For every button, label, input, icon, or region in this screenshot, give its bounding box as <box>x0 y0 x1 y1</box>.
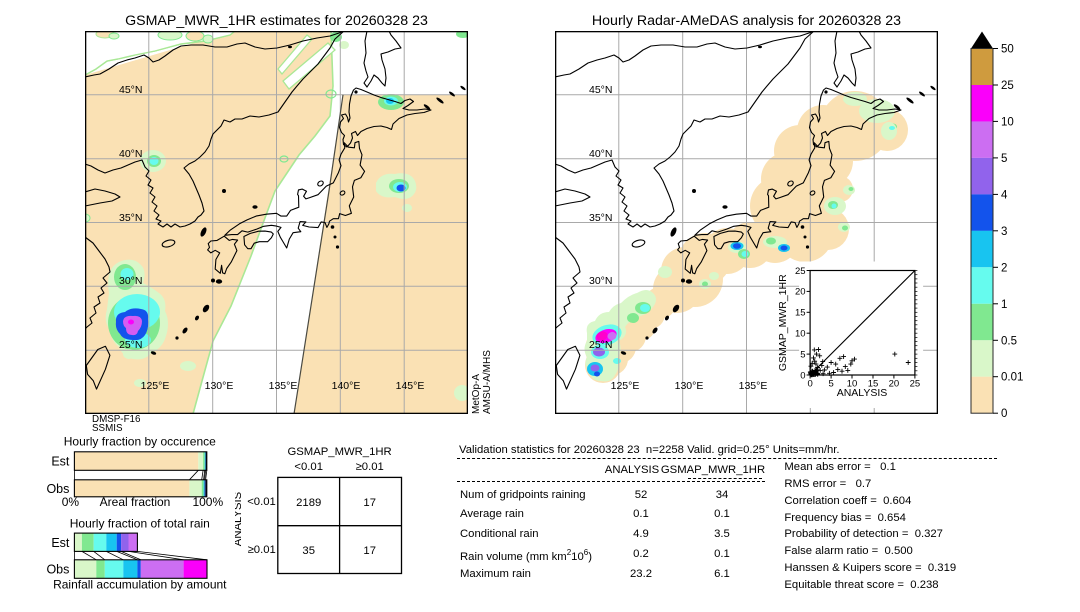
svg-text:<0.01: <0.01 <box>294 461 323 473</box>
svg-text:0%: 0% <box>62 495 80 509</box>
svg-text:135°E: 135°E <box>739 380 768 392</box>
svg-text:0: 0 <box>807 379 812 390</box>
svg-text:0.01: 0.01 <box>1001 372 1023 384</box>
svg-text:Est: Est <box>51 455 70 469</box>
svg-text:GSMAP_MWR_1HR: GSMAP_MWR_1HR <box>778 274 789 371</box>
svg-text:ANALYSIS: ANALYSIS <box>837 387 888 399</box>
svg-text:17: 17 <box>363 497 376 509</box>
svg-text:Rainfall accumulation by amoun: Rainfall accumulation by amount <box>53 578 227 592</box>
svg-text:2: 2 <box>1001 262 1007 274</box>
svg-text:ANALYSIS: ANALYSIS <box>235 491 244 546</box>
svg-text:35°N: 35°N <box>119 212 142 224</box>
svg-text:125°E: 125°E <box>141 380 170 392</box>
svg-text:0.5: 0.5 <box>1001 335 1017 347</box>
svg-text:Areal fraction: Areal fraction <box>100 495 171 509</box>
svg-text:140°E: 140°E <box>332 380 361 392</box>
svg-text:135°E: 135°E <box>269 380 298 392</box>
svg-text:10: 10 <box>795 329 806 340</box>
svg-text:10: 10 <box>847 379 858 390</box>
svg-text:30°N: 30°N <box>119 275 142 287</box>
svg-text:Hourly fraction by occurence: Hourly fraction by occurence <box>64 436 216 449</box>
svg-text:3: 3 <box>1001 226 1007 238</box>
svg-text:GSMAP_MWR_1HR: GSMAP_MWR_1HR <box>287 446 391 458</box>
svg-text:5: 5 <box>1001 153 1007 165</box>
svg-text:130°E: 130°E <box>205 380 234 392</box>
svg-text:25: 25 <box>795 266 806 277</box>
svg-text:25: 25 <box>910 379 921 390</box>
svg-text:1: 1 <box>1001 299 1007 311</box>
svg-text:20: 20 <box>889 379 900 390</box>
svg-text:145°E: 145°E <box>396 380 425 392</box>
svg-text:Obs: Obs <box>46 563 69 577</box>
svg-text:Obs: Obs <box>46 482 69 496</box>
svg-text:≥0.01: ≥0.01 <box>248 544 276 556</box>
svg-text:5: 5 <box>800 349 805 360</box>
svg-text:2189: 2189 <box>296 497 321 509</box>
svg-text:15: 15 <box>868 379 879 390</box>
svg-text:Est: Est <box>51 536 70 550</box>
svg-text:25°N: 25°N <box>589 339 612 351</box>
svg-text:45°N: 45°N <box>589 84 612 96</box>
svg-text:100%: 100% <box>192 495 223 509</box>
svg-text:40°N: 40°N <box>589 148 612 160</box>
svg-text:15: 15 <box>795 308 806 319</box>
svg-text:125°E: 125°E <box>611 380 640 392</box>
svg-text:35: 35 <box>302 545 315 557</box>
svg-text:4: 4 <box>1001 189 1008 201</box>
svg-text:45°N: 45°N <box>119 84 142 96</box>
svg-text:30°N: 30°N <box>589 275 612 287</box>
svg-text:35°N: 35°N <box>589 212 612 224</box>
svg-text:≥0.01: ≥0.01 <box>356 461 384 473</box>
svg-text:0: 0 <box>800 370 805 381</box>
svg-text:130°E: 130°E <box>675 380 704 392</box>
svg-text:25°N: 25°N <box>119 339 142 351</box>
svg-text:50: 50 <box>1001 44 1014 56</box>
svg-text:10: 10 <box>1001 116 1014 128</box>
svg-text:25: 25 <box>1001 80 1014 92</box>
svg-text:20: 20 <box>795 287 806 298</box>
svg-text:Hourly fraction of total rain: Hourly fraction of total rain <box>70 517 210 531</box>
svg-text:<0.01: <0.01 <box>247 496 276 508</box>
svg-text:17: 17 <box>363 545 376 557</box>
svg-text:40°N: 40°N <box>119 148 142 160</box>
svg-text:5: 5 <box>828 379 833 390</box>
svg-text:0: 0 <box>1001 408 1007 420</box>
